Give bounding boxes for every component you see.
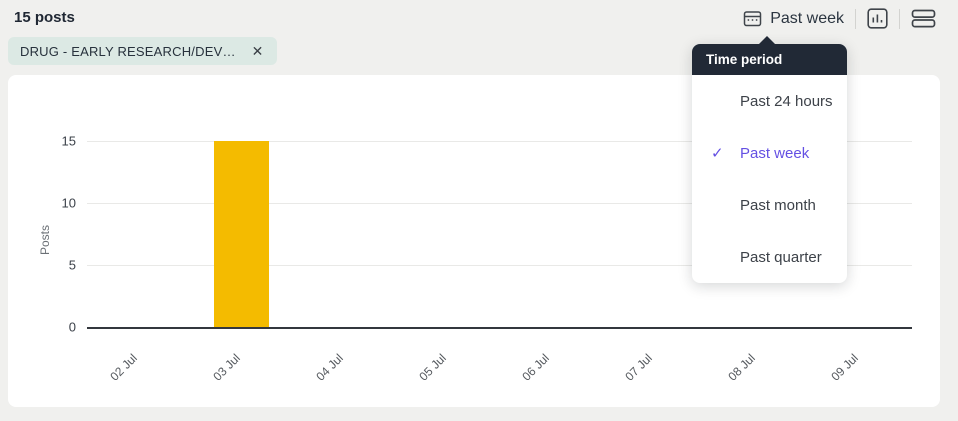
filter-chip-label: DRUG - EARLY RESEARCH/DEV…	[20, 43, 236, 59]
divider	[899, 8, 900, 29]
posts-count: 15 posts	[14, 9, 75, 26]
gridline	[87, 141, 912, 142]
rows-view-toggle-button[interactable]	[911, 8, 936, 29]
menu-option-label: Past week	[740, 144, 810, 162]
filter-chip[interactable]: DRUG - EARLY RESEARCH/DEV… ✕	[8, 37, 278, 65]
menu-option-label: Past month	[740, 196, 816, 214]
x-tick-label: 02 Jul	[106, 351, 140, 384]
calendar-icon	[743, 9, 762, 28]
y-tick-label: 0	[68, 319, 76, 335]
check-icon: ✓	[711, 145, 724, 162]
menu-option-label: Past 24 hours	[740, 92, 833, 110]
x-axis-line	[87, 327, 912, 329]
chart-view-toggle-button[interactable]	[867, 8, 888, 29]
menu-options: Past 24 hours ✓ Past week Past month Past qu…	[692, 75, 847, 283]
toolbar: Past week	[743, 8, 936, 29]
x-tick-label: 06 Jul	[519, 351, 553, 384]
x-tick-label: 07 Jul	[622, 351, 656, 384]
x-tick-label: 09 Jul	[828, 351, 862, 384]
x-tick-label: 08 Jul	[725, 351, 759, 384]
bar-chart: Posts 0 5 10 15 02 Jul 03 Jul 04 Jul 05 Jul 06 J…	[8, 75, 940, 407]
menu-title: Time period	[692, 44, 847, 75]
bar-chart-icon	[867, 8, 888, 29]
time-range-button[interactable]: Past week	[743, 9, 844, 28]
y-tick-label: 15	[61, 133, 76, 149]
gridline	[87, 203, 912, 204]
x-tick-label: 05 Jul	[416, 351, 449, 384]
time-range-label: Past week	[770, 9, 844, 27]
y-tick-label: 5	[68, 257, 76, 273]
divider	[855, 8, 856, 29]
menu-option-past-24-hours[interactable]: Past 24 hours	[692, 75, 847, 127]
x-tick-label: 04 Jul	[313, 351, 346, 384]
time-period-menu: Time period Past 24 hours ✓ Past week Past …	[692, 36, 847, 283]
chip-close-icon[interactable]: ✕	[251, 43, 264, 59]
menu-option-label: Past quarter	[740, 248, 822, 266]
menu-option-past-month[interactable]: Past month	[692, 179, 847, 231]
y-axis-title: Posts	[38, 224, 53, 256]
menu-option-past-quarter[interactable]: Past quarter	[692, 231, 847, 283]
menu-caret	[758, 36, 776, 45]
gridline	[87, 265, 912, 266]
y-tick-label: 10	[61, 195, 76, 211]
menu-option-past-week[interactable]: ✓ Past week	[692, 127, 847, 179]
rows-icon	[911, 8, 936, 29]
x-tick-label: 03 Jul	[210, 351, 243, 384]
bar-03-jul[interactable]	[214, 141, 270, 327]
